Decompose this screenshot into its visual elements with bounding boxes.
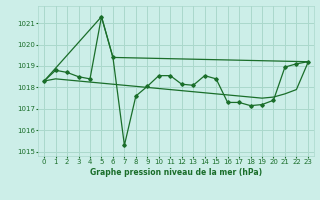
X-axis label: Graphe pression niveau de la mer (hPa): Graphe pression niveau de la mer (hPa) bbox=[90, 168, 262, 177]
